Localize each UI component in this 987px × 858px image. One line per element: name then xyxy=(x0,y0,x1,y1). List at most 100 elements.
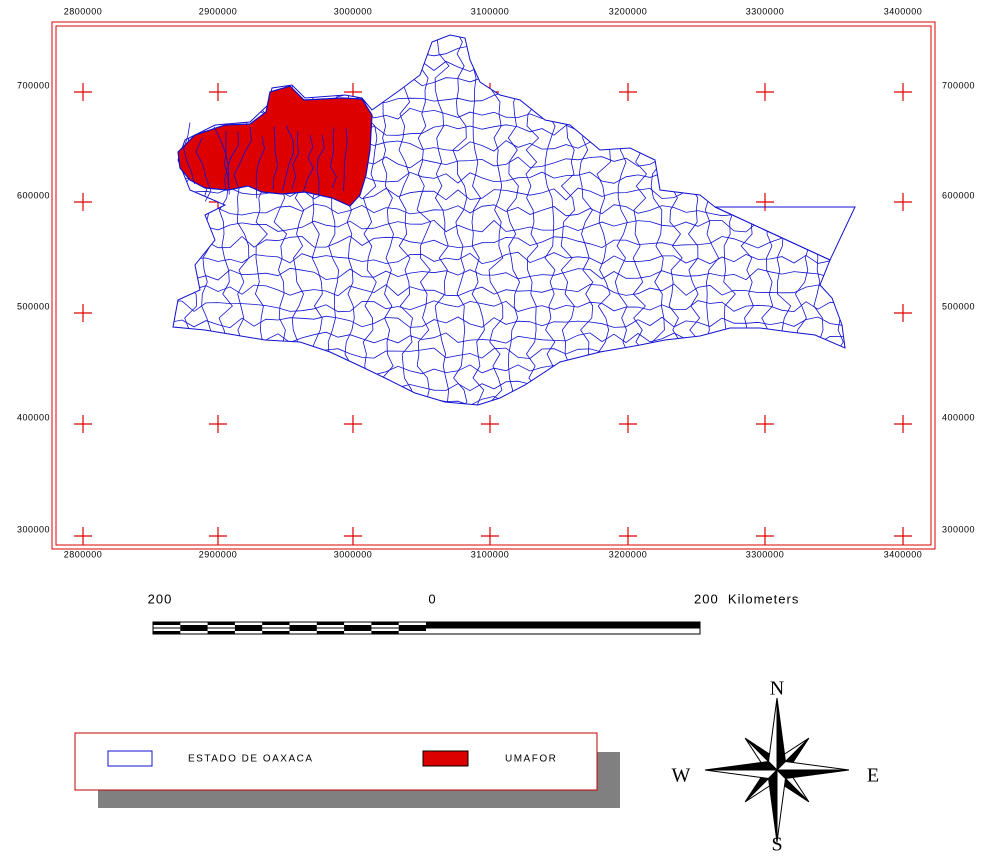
grid-cross xyxy=(756,527,774,545)
grid-cross xyxy=(756,83,774,101)
boundary xyxy=(272,126,279,190)
state-map xyxy=(170,34,856,423)
scale-seg xyxy=(426,622,700,628)
state-edge xyxy=(714,206,856,261)
boundary xyxy=(173,75,845,89)
compass-point xyxy=(767,697,778,772)
x-label: 3200000 xyxy=(609,6,648,16)
scale-seg xyxy=(316,622,345,625)
x-label: 2900000 xyxy=(199,6,238,16)
boundary xyxy=(416,35,432,405)
boundary xyxy=(830,35,845,405)
scale-seg xyxy=(234,625,263,628)
x-label: 3100000 xyxy=(471,549,510,559)
legend-swatch xyxy=(422,750,469,767)
grid-cross xyxy=(74,527,92,545)
y-label: 500000 xyxy=(17,301,50,311)
y-label: 700000 xyxy=(942,80,975,90)
x-label: 3200000 xyxy=(609,549,648,559)
scale-seg xyxy=(153,622,181,625)
compass-s: S xyxy=(771,834,782,856)
boundary xyxy=(173,267,845,281)
boundary xyxy=(282,125,295,192)
y-label: 400000 xyxy=(942,412,975,422)
boundary xyxy=(170,412,854,423)
boundary xyxy=(434,35,450,405)
compass-point xyxy=(776,697,787,772)
scale-seg xyxy=(398,628,426,631)
boundary xyxy=(291,131,299,190)
umafor-boundaries xyxy=(183,122,348,202)
boundary xyxy=(183,35,198,405)
boundary xyxy=(224,131,239,191)
grid-cross xyxy=(756,193,774,211)
grid-cross xyxy=(894,83,912,101)
scale-seg xyxy=(289,628,317,631)
legend-label: UMAFOR xyxy=(505,754,557,765)
grid-cross xyxy=(619,527,637,545)
boundary xyxy=(173,59,845,73)
boundary xyxy=(173,251,845,265)
scale-seg xyxy=(153,631,181,634)
boundary xyxy=(794,35,810,405)
grid-cross xyxy=(74,415,92,433)
grid-cross xyxy=(894,527,912,545)
boundary xyxy=(758,35,774,405)
legend-swatch xyxy=(107,750,153,767)
compass-rose xyxy=(704,697,850,843)
boundary xyxy=(173,44,845,57)
grid-cross xyxy=(894,193,912,211)
y-label: 600000 xyxy=(942,190,975,200)
boundary xyxy=(173,315,845,329)
grid-cross xyxy=(619,415,637,433)
x-label: 2800000 xyxy=(64,549,103,559)
scale-seg xyxy=(371,622,399,625)
boundary xyxy=(223,130,230,189)
legend-label: ESTADO DE OAXACA xyxy=(188,754,314,765)
grid-cross xyxy=(74,83,92,101)
grid-cross xyxy=(344,415,362,433)
boundary xyxy=(316,134,325,195)
compass-n: N xyxy=(770,678,784,700)
x-label: 3000000 xyxy=(334,6,373,16)
scale-bar xyxy=(152,621,701,635)
grid-cross xyxy=(209,415,227,433)
compass-point xyxy=(704,769,779,780)
x-label: 2800000 xyxy=(64,6,103,16)
boundary xyxy=(173,283,845,297)
x-label: 3100000 xyxy=(471,6,510,16)
grid-cross xyxy=(74,193,92,211)
scale-seg xyxy=(180,628,208,631)
x-label: 3400000 xyxy=(884,549,923,559)
compass-point xyxy=(776,768,787,843)
boundary xyxy=(471,35,485,405)
grid-cross xyxy=(209,527,227,545)
scale-seg xyxy=(344,628,372,631)
boundary xyxy=(183,122,195,185)
boundary xyxy=(329,127,337,189)
boundary xyxy=(302,134,314,193)
boundary xyxy=(812,35,827,405)
x-label: 3000000 xyxy=(334,549,373,559)
boundary xyxy=(173,235,845,249)
scale-seg xyxy=(207,622,235,625)
x-label: 3300000 xyxy=(746,6,785,16)
scale-seg xyxy=(262,622,290,625)
boundary xyxy=(195,138,212,202)
frame-inner xyxy=(55,25,932,546)
x-label: 2900000 xyxy=(199,549,238,559)
grid-cross xyxy=(619,83,637,101)
boundary xyxy=(173,395,845,405)
scale-seg xyxy=(289,625,317,628)
grid-cross xyxy=(894,304,912,322)
compass-point xyxy=(775,769,850,780)
grid-cross xyxy=(209,83,227,101)
scale-seg xyxy=(344,625,372,628)
boundary xyxy=(452,35,468,405)
boundary xyxy=(173,300,845,313)
x-label: 3300000 xyxy=(746,549,785,559)
scale-seg xyxy=(371,631,399,634)
grid-cross xyxy=(756,415,774,433)
boundary xyxy=(343,128,348,192)
